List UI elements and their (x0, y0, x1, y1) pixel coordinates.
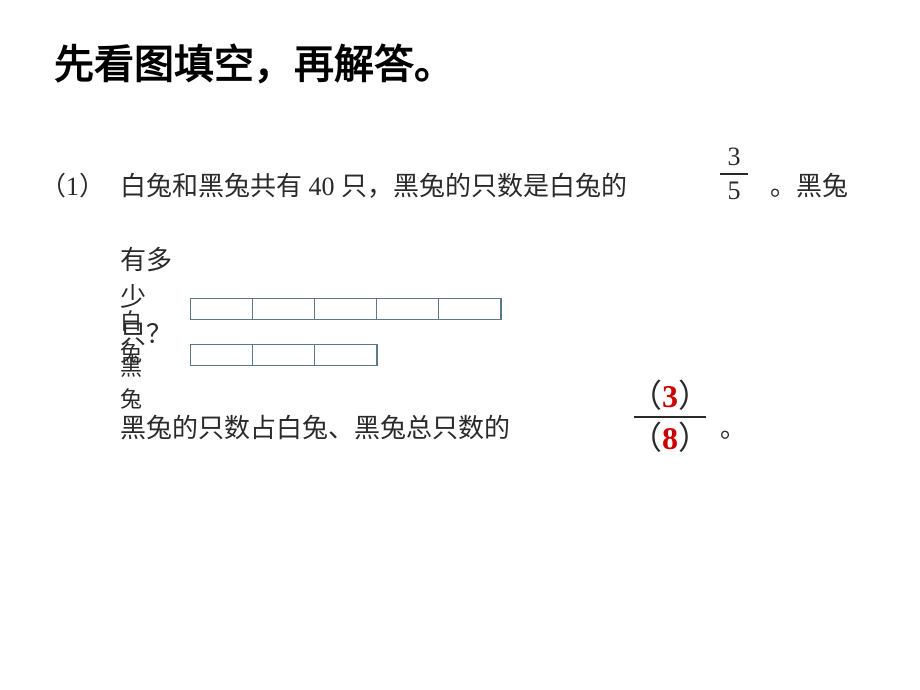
paren-open: （ (630, 420, 662, 456)
fraction-bar (720, 173, 748, 175)
bar-label-black: 黑兔 (120, 350, 142, 414)
page-title: 先看图填空，再解答。 (54, 32, 454, 90)
bar-cap (376, 344, 378, 366)
bar-segment (376, 298, 438, 320)
bar-segment (252, 344, 314, 366)
paren-open: （ (630, 378, 662, 414)
problem-number: （1） (40, 166, 105, 203)
conclusion-text: 黑兔的只数占白兔、黑兔总只数的 (120, 408, 510, 445)
fraction-denominator: 5 (720, 178, 748, 204)
answer-fraction-bar (634, 416, 706, 418)
fraction-3-5: 3 5 (720, 144, 748, 204)
problem-text-line1a: 白兔和黑兔共有 40 只，黑兔的只数是白兔的 (120, 166, 627, 203)
bar-segment (252, 298, 314, 320)
answer-denominator: 8 (662, 420, 678, 456)
paren-close: ） (678, 378, 710, 414)
bar-diagram-white (190, 298, 502, 320)
paren-close: ） (678, 420, 710, 456)
fraction-numerator: 3 (720, 144, 748, 170)
bar-segment (438, 298, 500, 320)
problem-text-line1b: 。黑兔 (770, 166, 848, 203)
bar-segment (190, 344, 252, 366)
bar-segment (190, 298, 252, 320)
bar-cap (500, 298, 502, 320)
bar-segment (314, 298, 376, 320)
answer-fraction: （3） （8） (630, 380, 710, 454)
answer-numerator: 3 (662, 378, 678, 414)
conclusion-period: 。 (720, 408, 746, 445)
bar-diagram-black (190, 344, 378, 366)
bar-segment (314, 344, 376, 366)
